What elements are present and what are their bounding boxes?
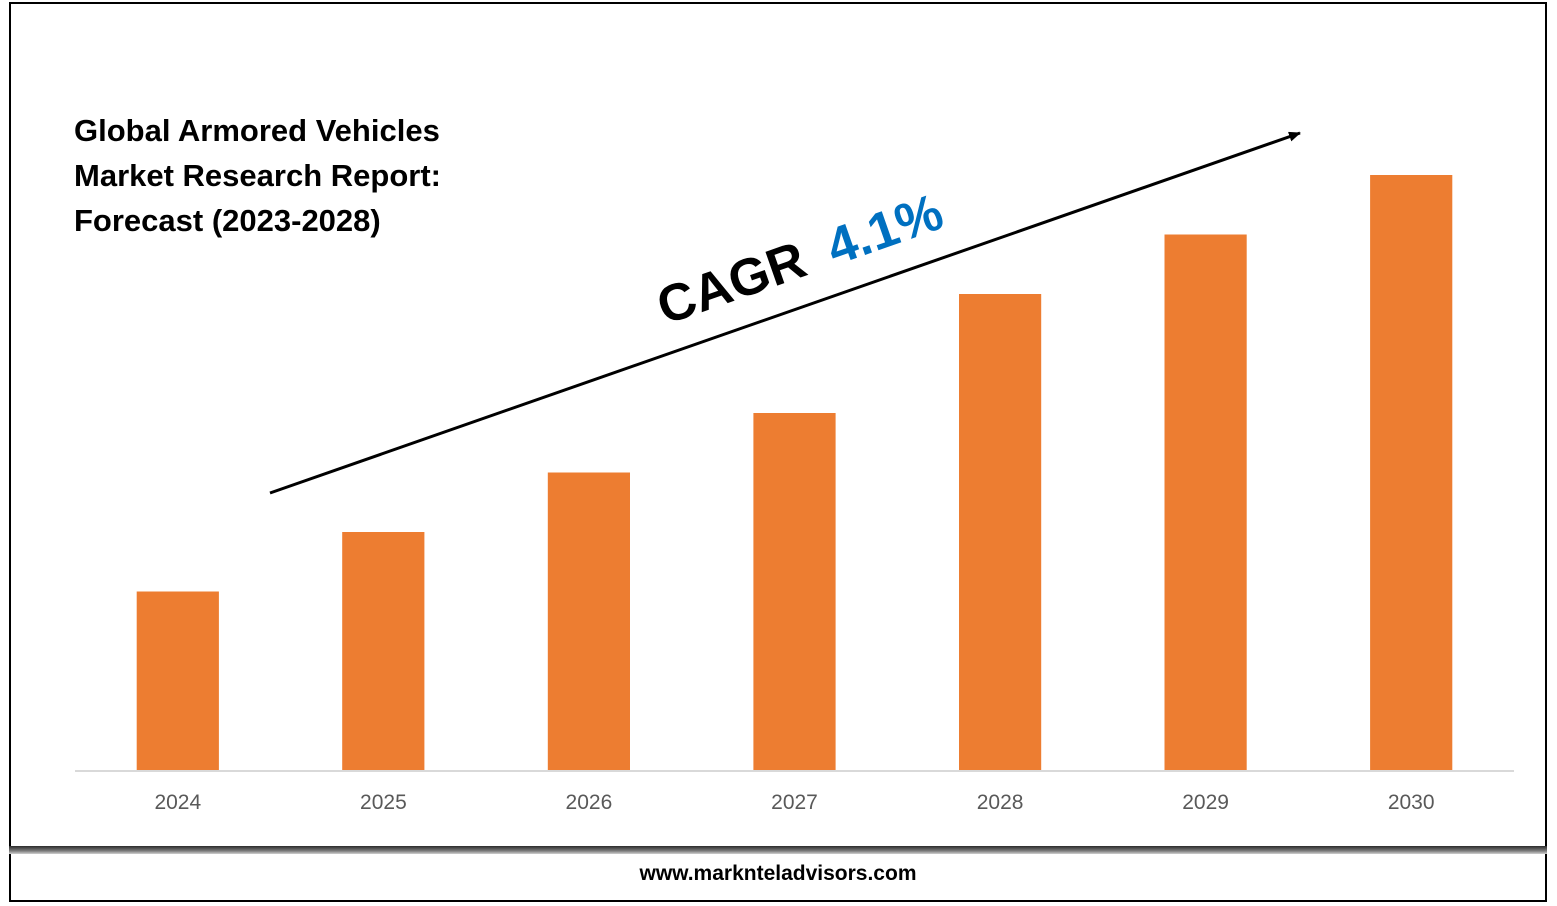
cagr-annotation: CAGR 4.1% [650,183,951,336]
bar-2024 [136,591,219,770]
footer-url: www.marknteladvisors.com [639,862,917,885]
x-tick-label-2030: 2030 [1388,791,1435,814]
bar-2025 [342,532,425,770]
x-tick-label-2024: 2024 [154,791,201,814]
x-tick-label-2025: 2025 [360,791,407,814]
chart-title-line-3: Forecast (2023-2028) [74,203,381,238]
bars-group [136,175,1453,770]
cagr-label: CAGR [650,231,814,336]
bar-2026 [547,472,630,770]
x-tick-label-2028: 2028 [977,791,1024,814]
bar-2030 [1370,175,1453,770]
bar-2028 [959,294,1042,770]
frame-divider [9,846,1547,854]
x-tick-labels: 2024 2025 2026 2027 2028 2029 2030 [154,791,1434,814]
x-tick-label-2027: 2027 [771,791,818,814]
bar-2029 [1164,234,1247,770]
chart-title-line-2: Market Research Report: [74,158,441,193]
bar-2027 [753,413,836,770]
chart-title: Global Armored Vehicles Market Research … [74,108,534,243]
x-tick-label-2026: 2026 [566,791,613,814]
footer: www.marknteladvisors.com [9,854,1547,902]
chart-title-line-1: Global Armored Vehicles [74,113,440,148]
x-tick-label-2029: 2029 [1182,791,1229,814]
trend-arrow [269,131,1301,495]
